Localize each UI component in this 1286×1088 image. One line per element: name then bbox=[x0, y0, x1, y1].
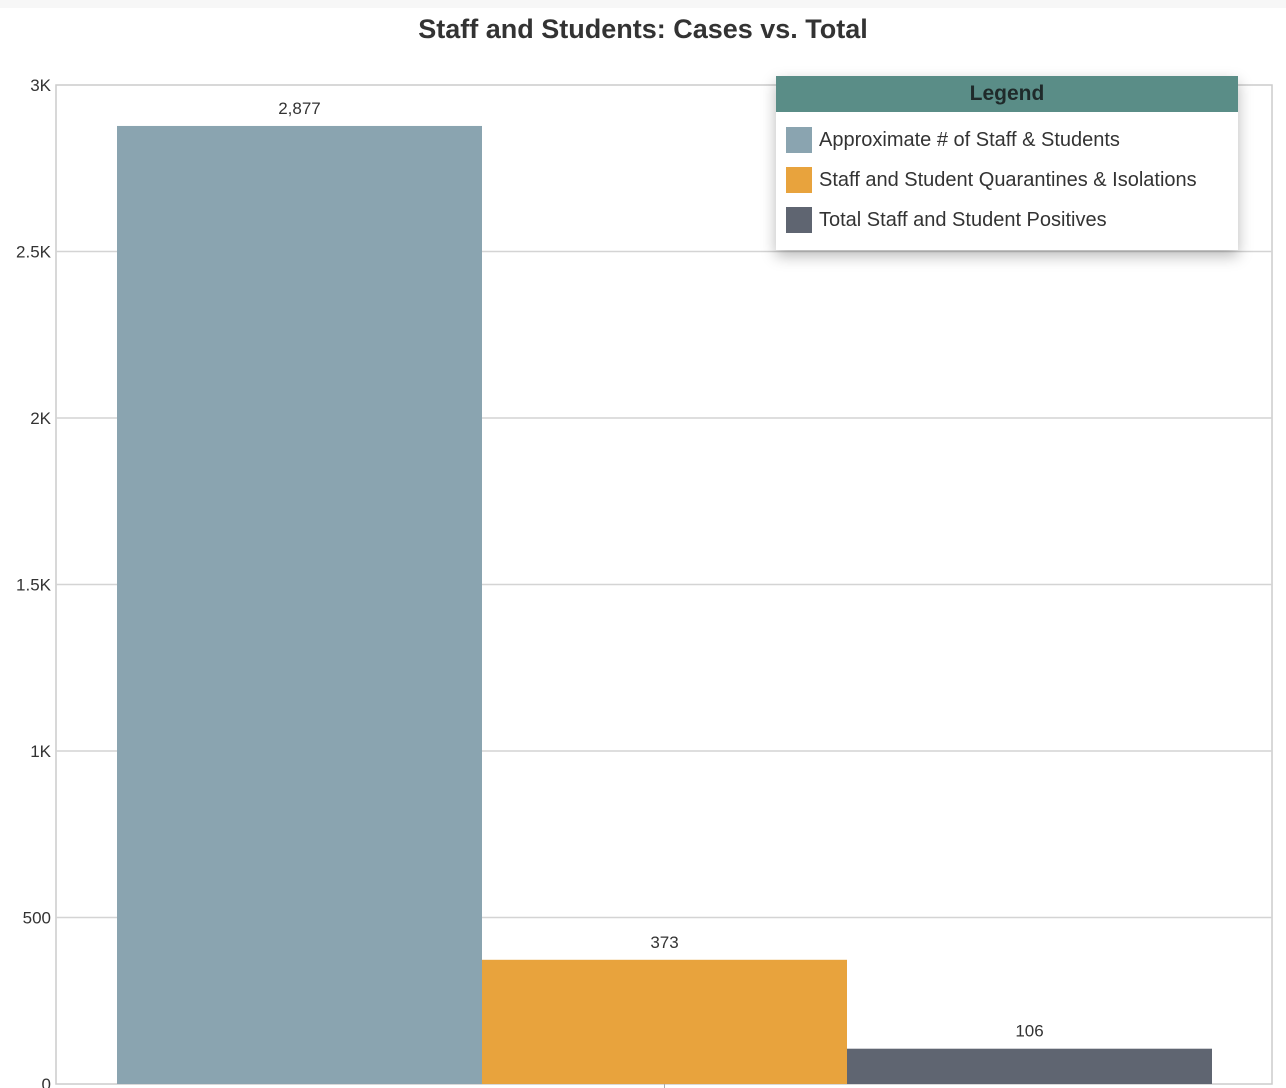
y-tick-label: 0 bbox=[42, 1075, 51, 1088]
y-tick-label: 3K bbox=[30, 76, 51, 95]
bar bbox=[482, 959, 847, 1084]
bar bbox=[117, 125, 482, 1085]
bar-data-label: 2,877 bbox=[278, 99, 321, 118]
y-tick-label: 1.5K bbox=[16, 576, 52, 595]
legend-item-quarantines[interactable]: Staff and Student Quarantines & Isolatio… bbox=[786, 166, 1197, 194]
bar-data-label: 106 bbox=[1015, 1022, 1043, 1041]
legend-label-positives: Total Staff and Student Positives bbox=[819, 208, 1107, 231]
top-strip bbox=[0, 0, 1286, 8]
bar bbox=[847, 1048, 1212, 1084]
legend-label-quarantines: Staff and Student Quarantines & Isolatio… bbox=[819, 168, 1197, 191]
y-tick-label: 2K bbox=[30, 409, 51, 428]
bar-data-label: 373 bbox=[650, 933, 678, 952]
y-tick-label: 1K bbox=[30, 742, 51, 761]
legend-label-staff-students: Approximate # of Staff & Students bbox=[819, 128, 1120, 151]
legend-swatch-quarantines bbox=[786, 167, 812, 193]
legend-item-positives[interactable]: Total Staff and Student Positives bbox=[786, 206, 1107, 234]
y-tick-label: 2.5K bbox=[16, 243, 52, 262]
legend-swatch-positives bbox=[786, 207, 812, 233]
chart-title: Staff and Students: Cases vs. Total bbox=[418, 14, 868, 44]
y-tick-label: 500 bbox=[23, 909, 51, 928]
legend-title: Legend bbox=[776, 76, 1238, 112]
legend: Legend Approximate # of Staff & Students… bbox=[776, 76, 1238, 250]
legend-item-staff-students[interactable]: Approximate # of Staff & Students bbox=[786, 126, 1120, 154]
legend-swatch-staff-students bbox=[786, 127, 812, 153]
